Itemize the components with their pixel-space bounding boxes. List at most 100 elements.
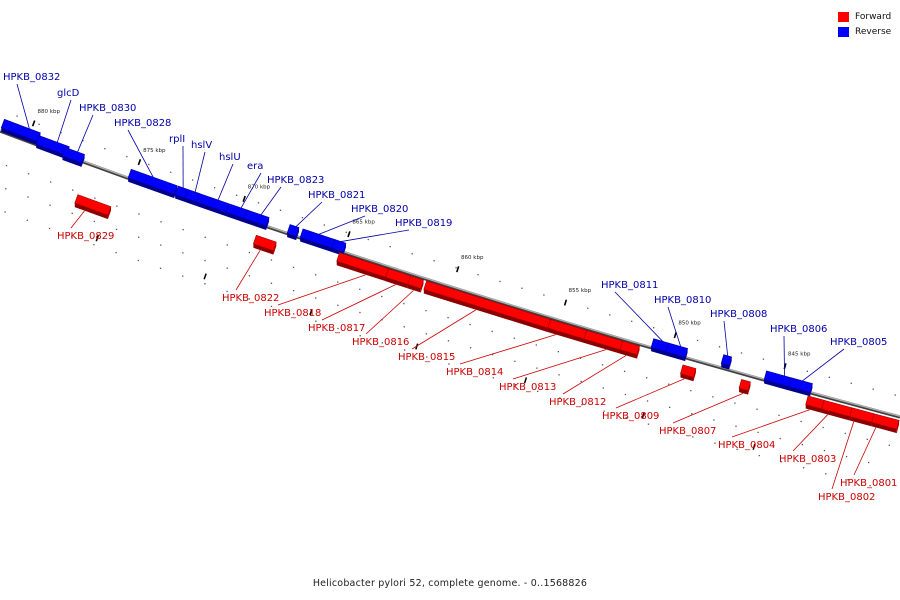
- guide-dot: [115, 251, 117, 254]
- scale-tick: [456, 266, 460, 273]
- guide-dot: [403, 326, 405, 328]
- guide-dot: [314, 274, 317, 276]
- guide-dot: [646, 400, 649, 402]
- gene-hpkb-0817: HPKB_0817: [308, 268, 411, 334]
- gene-leader-line: [562, 355, 627, 395]
- guide-dot: [602, 387, 604, 389]
- scale-tick-lower: [95, 235, 100, 242]
- gene-label-hpkb-0821: HPKB_0821: [308, 190, 365, 201]
- guide-dot: [367, 238, 369, 241]
- gene-label-hpkb-0801: HPKB_0801: [840, 478, 897, 489]
- guide-dot: [226, 267, 228, 269]
- guide-dot: [850, 382, 852, 384]
- gene-leader-line: [411, 309, 476, 350]
- gene-label-era: era: [247, 161, 263, 172]
- guide-dot: [381, 295, 383, 298]
- guide-dot: [226, 244, 228, 246]
- genome-backbone: [0, 129, 900, 417]
- scale-label: 855 kbp: [569, 288, 592, 294]
- gene-leader-line: [235, 250, 261, 291]
- gene-body: [665, 342, 688, 358]
- guide-dot: [736, 448, 738, 451]
- scale-label: 850 kbp: [678, 320, 701, 326]
- gene-hpkb-0813: HPKB_0813: [499, 329, 623, 393]
- guide-dot: [160, 221, 162, 223]
- guide-dot: [669, 406, 671, 409]
- guide-dot: [825, 473, 827, 475]
- legend-label-forward: Forward: [855, 11, 892, 22]
- guide-dot: [116, 205, 118, 207]
- gene-label-hslu: hslU: [219, 152, 241, 163]
- guide-dot: [170, 171, 172, 173]
- gene-side-face: [821, 408, 850, 421]
- gene-hpkb-0814: HPKB_0814: [446, 319, 587, 378]
- guide-dot: [514, 360, 516, 363]
- guide-dot: [653, 327, 655, 329]
- guide-dot: [160, 244, 162, 246]
- guide-dot: [823, 449, 826, 452]
- guide-dot: [557, 350, 560, 353]
- guide-dot: [38, 123, 40, 126]
- guide-dot: [16, 115, 18, 117]
- guide-dot: [712, 396, 714, 398]
- gene-leader-line: [318, 215, 366, 235]
- guide-dot: [780, 461, 783, 463]
- gene-label-hslv: hslV: [191, 140, 212, 151]
- gene-hpkb-0821: HPKB_0821: [286, 190, 365, 241]
- gene-leader-line: [831, 421, 855, 490]
- guide-dot: [559, 397, 561, 399]
- guide-dot: [425, 333, 427, 335]
- guide-dot: [800, 420, 802, 423]
- guide-dot: [802, 467, 805, 469]
- guide-dot: [718, 346, 721, 348]
- gene-body: [871, 413, 900, 430]
- gene-side-face: [849, 416, 872, 427]
- scale-tick: [242, 195, 246, 203]
- gene-end-face: [174, 185, 178, 199]
- gene-side-face: [62, 155, 82, 167]
- genome-backbone-shadow: [0, 129, 900, 419]
- gene-side-face: [423, 289, 548, 333]
- gene-label-hpkb-0822: HPKB_0822: [222, 293, 279, 304]
- gene-hpkb-0816: HPKB_0816: [352, 275, 424, 348]
- gene-side-face: [226, 212, 245, 223]
- gene-leader-line: [240, 172, 262, 209]
- gene-leader-line: [56, 99, 72, 143]
- guide-dot: [872, 388, 874, 390]
- guide-dot: [762, 358, 765, 360]
- guide-dot: [691, 413, 693, 415]
- guide-dot: [513, 337, 515, 339]
- gene-side-face: [253, 243, 274, 255]
- gene-hpkb-0832: HPKB_0832: [0, 72, 60, 146]
- guide-dot: [292, 289, 295, 292]
- guide-dot: [631, 320, 633, 322]
- gene-side-face: [175, 194, 186, 202]
- guide-dot: [359, 311, 361, 314]
- gene-hpkb-0803: HPKB_0803: [779, 399, 853, 465]
- gene-side-face: [651, 347, 667, 356]
- guide-dot: [713, 419, 715, 421]
- gene-label-hpkb-0814: HPKB_0814: [446, 367, 503, 378]
- guide-dot: [159, 267, 162, 269]
- gene-hpkb-0818: HPKB_0818: [264, 252, 390, 319]
- guide-dot: [603, 410, 605, 412]
- legend-item-reverse: Reverse: [838, 24, 891, 39]
- guide-dot: [646, 377, 648, 379]
- guide-dot: [192, 179, 194, 181]
- guide-dot: [801, 443, 803, 446]
- guide-dot: [426, 356, 428, 358]
- guide-dot: [470, 370, 472, 372]
- guide-dot: [60, 131, 62, 134]
- guide-dot: [535, 344, 537, 346]
- gene-label-hpkb-0823: HPKB_0823: [267, 175, 324, 186]
- guide-dot: [492, 353, 494, 356]
- gene-side-face: [721, 363, 730, 370]
- guide-dot: [27, 196, 29, 198]
- reverse-swatch: [838, 26, 849, 37]
- guide-dot: [270, 282, 273, 284]
- guide-dot: [521, 287, 523, 289]
- gene-hpkb-0801: HPKB_0801: [840, 413, 900, 489]
- guide-dot: [735, 425, 737, 427]
- guide-dot: [5, 188, 7, 190]
- guide-dot: [137, 236, 140, 238]
